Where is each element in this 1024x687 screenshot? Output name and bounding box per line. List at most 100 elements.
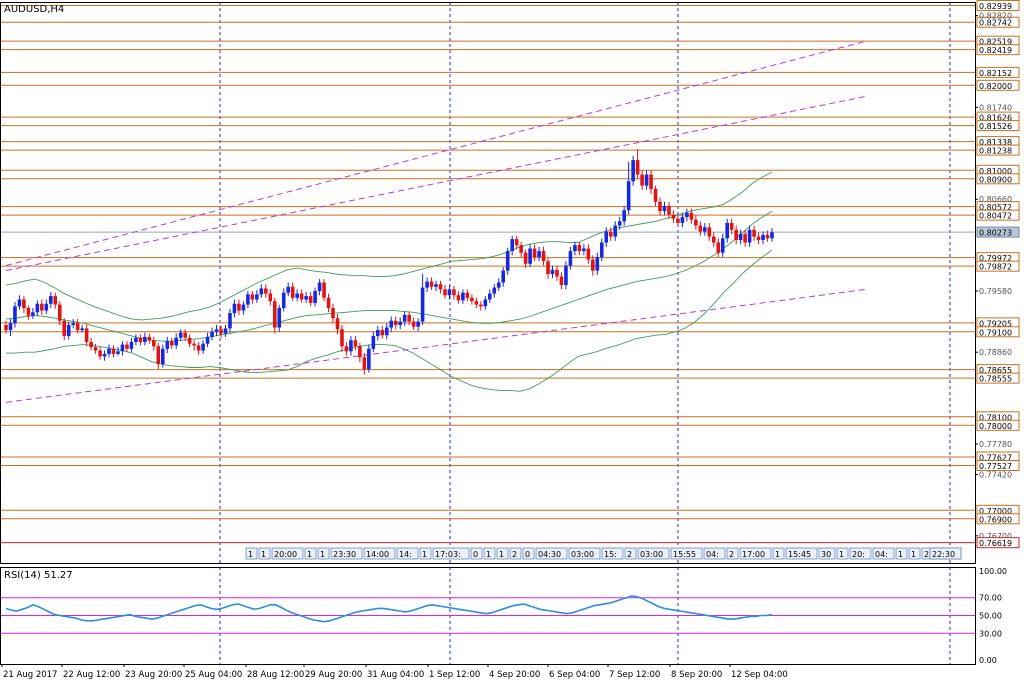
candle-body — [425, 281, 429, 288]
candle-body — [685, 212, 689, 218]
candle-body — [514, 239, 519, 246]
candle-body — [160, 348, 165, 365]
event-flag — [363, 547, 396, 560]
candle-body — [577, 245, 582, 252]
event-flag-label: 04:30 — [538, 550, 561, 559]
candle-body — [26, 308, 31, 316]
candle-body — [210, 331, 214, 337]
event-flag-label: 2 — [512, 550, 517, 559]
current-price-label: 0.80273 — [979, 229, 1012, 238]
price-tick-label: 0.79580 — [979, 287, 1012, 296]
event-flag — [271, 547, 304, 560]
candle-body — [75, 323, 80, 331]
candle-body — [205, 336, 210, 344]
candle-body — [371, 336, 376, 349]
event-flag-label: 04: — [706, 550, 719, 559]
time-tick-label: 23 Aug 20:00 — [125, 670, 182, 680]
rsi-label: RSI(14) 51.27 — [4, 570, 73, 581]
candle-body — [501, 270, 506, 283]
rsi-tick-label: 30.00 — [979, 629, 1002, 638]
candle-body — [48, 296, 53, 304]
candle-body — [152, 340, 156, 347]
time-tick-label: 6 Sep 04:00 — [549, 670, 600, 680]
price-level-tag — [976, 173, 1020, 185]
event-flag — [330, 547, 363, 560]
candle-body — [246, 294, 250, 305]
event-flag-label: 14:00 — [366, 550, 389, 559]
candle-body — [111, 348, 116, 354]
event-flag — [483, 547, 496, 560]
candle-body — [102, 353, 107, 357]
price-level-tag — [976, 0, 1020, 11]
time-tick-label: 22 Aug 12:00 — [63, 670, 120, 680]
candle-body — [169, 341, 174, 346]
candle-body — [537, 251, 541, 257]
candle-body — [694, 219, 698, 226]
event-flag — [432, 547, 470, 560]
event-flag-label: 1 — [775, 550, 780, 559]
candle-body — [532, 248, 537, 257]
price-tick-label: 0.80660 — [979, 195, 1012, 204]
candle-body — [416, 321, 420, 327]
price-level-tag — [976, 120, 1020, 132]
candle-body — [223, 328, 228, 334]
event-flag-label: 1 — [307, 550, 312, 559]
candle-body — [470, 297, 474, 302]
price-tick-label: 0.77420 — [979, 471, 1012, 480]
event-flag — [849, 547, 872, 560]
candle-body — [98, 350, 102, 357]
rsi-tick-label: 50.00 — [979, 612, 1002, 621]
event-flag-label: 1 — [248, 550, 253, 559]
candle-body — [564, 265, 568, 286]
candle-body — [604, 231, 609, 243]
event-flag — [929, 547, 962, 560]
candle-body — [523, 252, 528, 264]
candle-body — [178, 332, 183, 338]
time-tick-label: 7 Sep 12:00 — [609, 670, 660, 680]
candle-body — [474, 301, 479, 305]
time-tick-label: 12 Sep 04:00 — [731, 670, 788, 680]
candle-body — [635, 160, 640, 175]
candle-body — [487, 293, 492, 300]
candle-body — [658, 201, 662, 212]
event-flag-label: 0 — [473, 550, 478, 559]
time-tick-label: 28 Aug 12:00 — [247, 670, 304, 680]
candle-body — [734, 229, 738, 240]
candle-body — [608, 231, 613, 237]
candle-body — [644, 174, 649, 186]
candle-body — [389, 320, 394, 328]
candle-body — [322, 282, 326, 298]
candle-body — [582, 248, 586, 252]
candle-body — [40, 303, 44, 311]
candle-body — [196, 345, 201, 351]
candle-body — [116, 351, 120, 354]
event-flag — [670, 547, 703, 560]
candle-body — [429, 281, 434, 287]
event-flag — [258, 547, 271, 560]
price-level-tag — [976, 66, 1020, 78]
price-level-label: 0.81338 — [979, 138, 1012, 147]
event-flag-label: 15: — [604, 550, 617, 559]
event-flag-label: 1 — [320, 550, 325, 559]
candle-body — [93, 347, 98, 351]
price-level-label: 0.82152 — [979, 69, 1012, 78]
candle-body — [402, 314, 407, 322]
event-flag-label: 20:00 — [274, 550, 297, 559]
event-flag-label: 1 — [499, 550, 504, 559]
price-level-label: 0.81238 — [979, 147, 1012, 156]
price-level-tag — [976, 260, 1020, 272]
event-flag-label: 04: — [875, 550, 888, 559]
candle-body — [358, 346, 362, 358]
price-level-label: 0.78655 — [979, 366, 1012, 375]
candle-body — [541, 251, 546, 262]
candle-body — [725, 223, 730, 239]
price-level-tag — [976, 144, 1020, 156]
candle-body — [326, 297, 331, 308]
candle-body — [349, 340, 353, 352]
event-flag-label: 2 — [924, 550, 929, 559]
candle-body — [125, 344, 129, 349]
rsi-tick-label: 100.00 — [979, 567, 1007, 576]
price-level-tag — [976, 326, 1020, 338]
candle-body — [353, 340, 358, 347]
candle-body — [340, 329, 344, 347]
